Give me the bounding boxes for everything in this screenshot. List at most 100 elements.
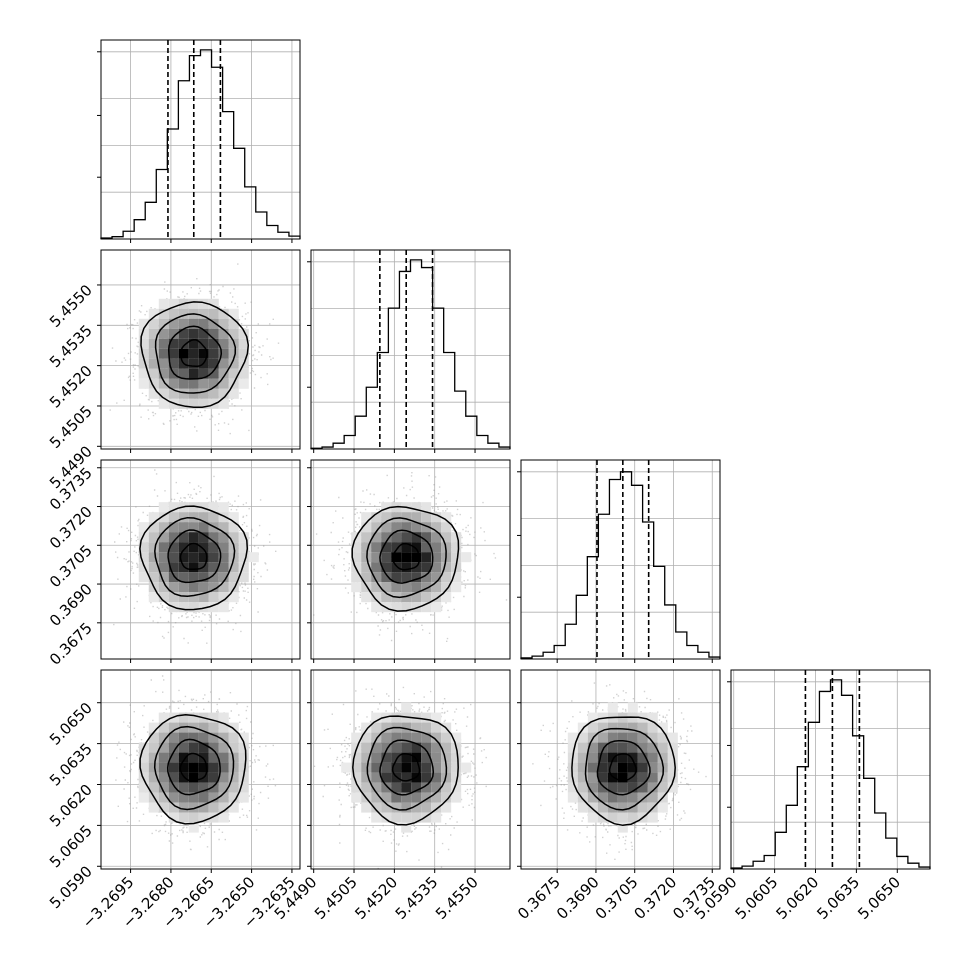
density-cell — [371, 742, 382, 753]
density-cell — [587, 722, 598, 733]
hist-panel-2 — [517, 459, 721, 663]
density-cell — [411, 502, 422, 513]
density-cell — [178, 572, 189, 583]
density-cell — [158, 562, 169, 573]
density-cell — [597, 742, 608, 753]
density-cell — [391, 602, 402, 613]
x-tick-label-2-0: 0.3675 — [514, 873, 564, 923]
density-cell — [401, 572, 412, 583]
density-cell — [138, 552, 149, 563]
y-tick-label-1-4: 5.4550 — [46, 281, 96, 331]
density-cell — [607, 762, 618, 773]
density-cell — [148, 572, 159, 583]
density-cell — [597, 772, 608, 783]
density-cell — [391, 522, 402, 533]
density-cell — [391, 792, 402, 803]
density-cell — [567, 782, 578, 793]
density-cell — [198, 742, 209, 753]
contour-1 — [166, 738, 221, 796]
density-cell — [138, 572, 149, 583]
density-cell — [168, 812, 179, 823]
density-cell — [597, 752, 608, 763]
density-cell — [411, 722, 422, 733]
density-cell — [188, 512, 199, 523]
scatter-panel-3-1 — [307, 669, 511, 873]
density-cell — [351, 552, 362, 563]
density-cell — [401, 732, 412, 743]
contour-2 — [153, 725, 235, 811]
x-tick-label-3-4: 5.0650 — [854, 873, 904, 923]
density-cell — [148, 378, 159, 389]
density-cell — [421, 532, 432, 543]
density-cell — [401, 762, 412, 773]
density-cell — [441, 522, 452, 533]
density — [313, 686, 487, 869]
density-cell — [371, 602, 382, 613]
density-cell — [607, 732, 618, 743]
density-cell — [188, 562, 199, 573]
density-cell — [617, 782, 628, 793]
density-cell — [627, 802, 638, 813]
density-cell — [667, 732, 678, 743]
density-cell — [637, 772, 648, 783]
density-cell — [371, 592, 382, 603]
density-cell — [667, 772, 678, 783]
density-cell — [178, 348, 189, 359]
density-cell — [637, 732, 648, 743]
density-cell — [351, 752, 362, 763]
density-cell — [617, 812, 628, 823]
density-cell — [168, 772, 179, 783]
density-cell — [228, 348, 239, 359]
density-cell — [198, 512, 209, 523]
density-cell — [657, 722, 668, 733]
density-cell — [238, 782, 249, 793]
density-cell — [341, 762, 352, 773]
density-cell — [431, 562, 442, 573]
x-tick-label-3-2: 5.0620 — [772, 873, 822, 923]
density-cell — [597, 732, 608, 743]
density-cell — [198, 592, 209, 603]
density-cell — [148, 338, 159, 349]
density-cell — [577, 792, 588, 803]
density-cell — [441, 582, 452, 593]
density-cell — [421, 742, 432, 753]
density-cell — [361, 762, 372, 773]
density — [113, 469, 277, 644]
density-cell — [401, 582, 412, 593]
density-cell — [188, 398, 199, 409]
density-cell — [401, 802, 412, 813]
density-cell — [607, 782, 618, 793]
density-cell — [627, 772, 638, 783]
density-cell — [198, 722, 209, 733]
density-cell — [168, 582, 179, 593]
density-cell — [148, 782, 159, 793]
density-cell — [158, 358, 169, 369]
density-cell — [587, 772, 598, 783]
density-cell — [401, 552, 412, 563]
density-cell — [138, 562, 149, 573]
density-cell — [208, 712, 219, 723]
density-cell — [178, 592, 189, 603]
density-cell — [607, 702, 618, 713]
density-cell — [178, 602, 189, 613]
density-cell — [587, 782, 598, 793]
density-cell — [401, 792, 412, 803]
density-cell — [401, 772, 412, 783]
density-cell — [431, 722, 442, 733]
density-cell — [371, 712, 382, 723]
density-cell — [361, 772, 372, 783]
density-cell — [208, 338, 219, 349]
density-cell — [607, 812, 618, 823]
contour-3 — [140, 301, 250, 409]
density — [532, 682, 713, 860]
density-cell — [627, 752, 638, 763]
density-cell — [421, 582, 432, 593]
density-cell — [381, 552, 392, 563]
density-cell — [148, 722, 159, 733]
contour-0 — [608, 753, 637, 782]
density-cell — [421, 602, 432, 613]
density-cell — [168, 338, 179, 349]
y-tick-label-1-3: 5.4535 — [46, 321, 96, 371]
density-cell — [198, 502, 209, 513]
density-cell — [148, 752, 159, 763]
